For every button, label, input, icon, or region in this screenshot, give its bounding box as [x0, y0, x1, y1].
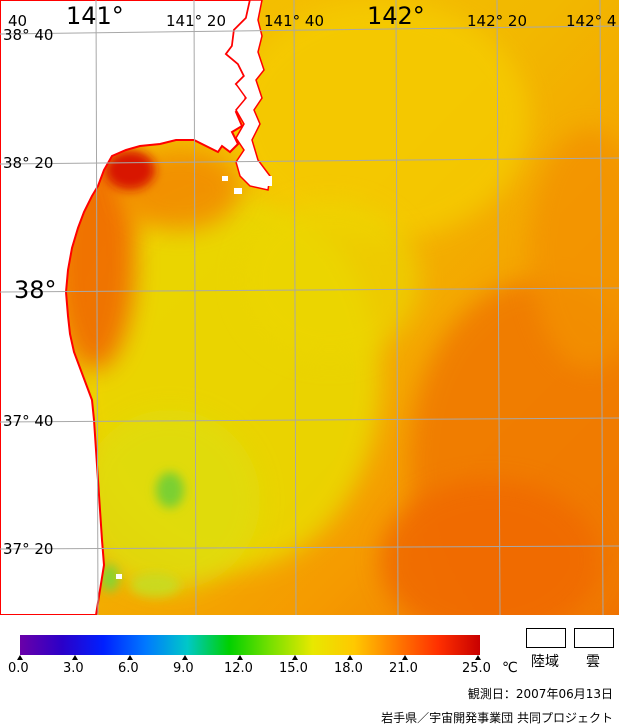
lat-label-38-40: 38° 40: [3, 26, 54, 44]
lat-label-37-40: 37° 40: [3, 412, 54, 430]
legend-tick: [72, 655, 78, 660]
legend-tick: [475, 655, 481, 660]
lon-label-141-40: 141° 40: [264, 12, 324, 30]
legend-tick-label: 15.0: [279, 661, 308, 676]
lon-label-142-40: 142° 4: [566, 12, 617, 30]
legend-tick-label: 21.0: [389, 661, 418, 676]
lon-label-141: 141°: [66, 2, 124, 30]
legend-tick-label: 0.0: [8, 661, 29, 676]
land-key-label: 陸域: [531, 654, 559, 670]
graticule: [0, 0, 619, 615]
legend-tick: [17, 655, 23, 660]
lat-label-38: 38°: [14, 276, 57, 304]
lat-label-37-20: 37° 20: [3, 540, 54, 558]
sea-surface-temperature-map: [0, 0, 619, 615]
legend-tick-label: 25.0: [462, 661, 491, 676]
lat-label-38-20: 38° 20: [3, 154, 54, 172]
land-patch: [224, 0, 271, 191]
lon-label-142: 142°: [367, 2, 425, 30]
lon-label-141-20: 141° 20: [166, 12, 226, 30]
credit-line: 岩手県／宇宙開発事業団 共同プロジェクト: [381, 711, 613, 725]
legend-tick-label: 6.0: [118, 661, 139, 676]
legend-tick: [237, 655, 243, 660]
legend-tick: [127, 655, 133, 660]
legend-tick: [402, 655, 408, 660]
legend-tick: [182, 655, 188, 660]
observation-date: 観測日：2007年06月13日: [467, 687, 613, 701]
legend-tick-label: 3.0: [63, 661, 84, 676]
land-key-swatch: [526, 628, 566, 648]
legend-tick: [347, 655, 353, 660]
cloud-key-swatch: [574, 628, 614, 648]
cloud-key-label: 雲: [586, 654, 600, 670]
lon-label-140-40: 40: [8, 12, 28, 30]
temperature-field: [55, 0, 619, 615]
legend-tick-label: 12.0: [224, 661, 253, 676]
legend-tick: [292, 655, 298, 660]
legend-tick-label: 18.0: [334, 661, 363, 676]
temperature-color-bar: [20, 635, 480, 655]
legend-tick-label: 9.0: [173, 661, 194, 676]
lon-label-142-20: 142° 20: [467, 12, 527, 30]
temperature-unit: ℃: [502, 660, 518, 676]
